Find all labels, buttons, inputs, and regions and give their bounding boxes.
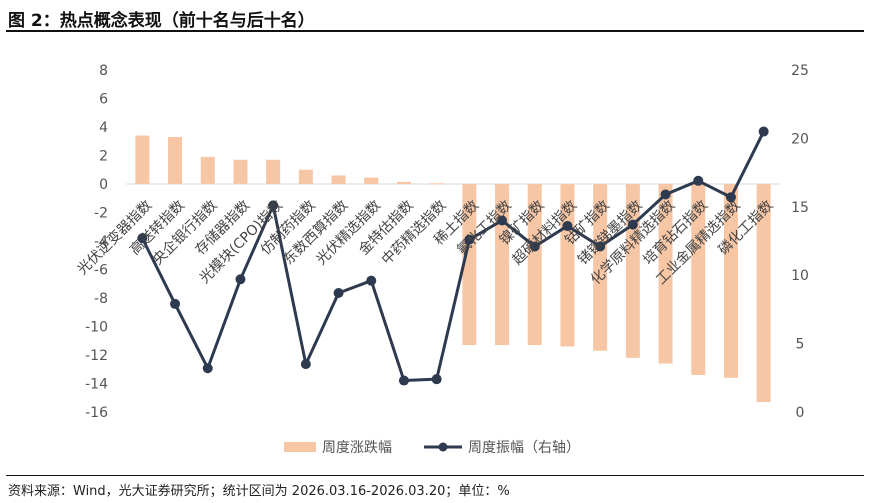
bar-13 (527, 184, 542, 346)
bar-2 (168, 136, 183, 184)
left-axis-tick-label: 2 (99, 149, 108, 165)
amplitude-point-20 (758, 126, 769, 137)
bar-8 (364, 177, 379, 184)
left-axis-tick-label: -2 (94, 206, 108, 222)
bar-20 (756, 184, 771, 403)
legend-bar-swatch (284, 442, 316, 452)
legend-line-label: 周度振幅（右轴） (468, 440, 580, 456)
amplitude-line (141, 130, 765, 383)
bar-7 (331, 175, 346, 184)
left-axis-tick-label: -8 (94, 291, 108, 307)
right-axis-tick-label: 20 (791, 131, 809, 147)
bar-11 (462, 184, 477, 346)
amplitude-point-9 (398, 375, 409, 386)
bar-1 (135, 135, 150, 184)
amplitude-point-3 (202, 363, 213, 374)
category-labels: 光伏逆变器指数高送转指数央企银行指数存储器指数光模块(CPO)指数仿制药指数东数… (75, 197, 777, 288)
amplitude-point-19 (725, 192, 736, 203)
amplitude-point-12 (497, 215, 508, 226)
bar-15 (593, 184, 608, 351)
amplitude-point-1 (137, 233, 148, 244)
legend-bar-label: 周度涨跌幅 (322, 440, 392, 456)
right-axis-tick-label: 0 (796, 405, 805, 421)
legend: 周度涨跌幅 周度振幅（右轴） (284, 440, 580, 456)
right-axis-tick-label: 25 (791, 63, 809, 79)
bar-6 (298, 169, 313, 184)
amplitude-point-17 (660, 189, 671, 200)
amplitude-point-6 (300, 359, 311, 370)
bar-19 (723, 184, 738, 378)
left-axis-tick-label: -16 (85, 405, 108, 421)
amplitude-point-8 (366, 275, 377, 286)
amplitude-point-11 (464, 234, 475, 245)
bar-3 (200, 156, 215, 184)
bar-10 (429, 183, 444, 185)
left-axis-tick-label: -6 (94, 263, 108, 279)
left-axis-tick-label: 8 (99, 63, 108, 79)
amplitude-point-16 (627, 219, 638, 230)
left-axis-tick-label: -10 (85, 320, 108, 336)
left-axis-tick-label: -4 (94, 234, 108, 250)
left-axis-tick-label: 4 (99, 120, 108, 136)
amplitude-point-4 (235, 274, 246, 285)
footer-rule (6, 475, 864, 476)
bar-9 (396, 181, 411, 184)
amplitude-point-14 (562, 220, 573, 231)
amplitude-point-5 (268, 200, 279, 211)
chart-title: 图 2：热点概念表现（前十名与后十名） (8, 11, 315, 31)
line-series (137, 126, 769, 386)
amplitude-point-13 (529, 241, 540, 252)
right-axis-tick-label: 15 (791, 200, 809, 216)
left-axis-tick-label: -12 (85, 348, 108, 364)
amplitude-point-7 (333, 287, 344, 298)
bar-18 (691, 184, 706, 375)
legend-line-marker (438, 442, 448, 452)
left-axis-tick-label: -14 (85, 377, 108, 393)
amplitude-point-15 (595, 241, 606, 252)
right-axis-tick-label: 10 (791, 268, 809, 284)
source-note: 资料来源：Wind，光大证券研究所；统计区间为 2026.03.16-2026.… (8, 484, 510, 499)
amplitude-point-10 (431, 374, 442, 385)
amplitude-point-18 (693, 175, 704, 186)
amplitude-point-2 (170, 298, 181, 309)
left-axis-tick-label: 6 (99, 92, 108, 108)
bar-4 (233, 159, 248, 184)
bar-17 (658, 184, 673, 364)
left-axis-tick-label: 0 (99, 177, 108, 193)
right-axis-tick-label: 5 (796, 337, 805, 353)
title-rule (6, 30, 864, 32)
bar-5 (266, 159, 281, 184)
